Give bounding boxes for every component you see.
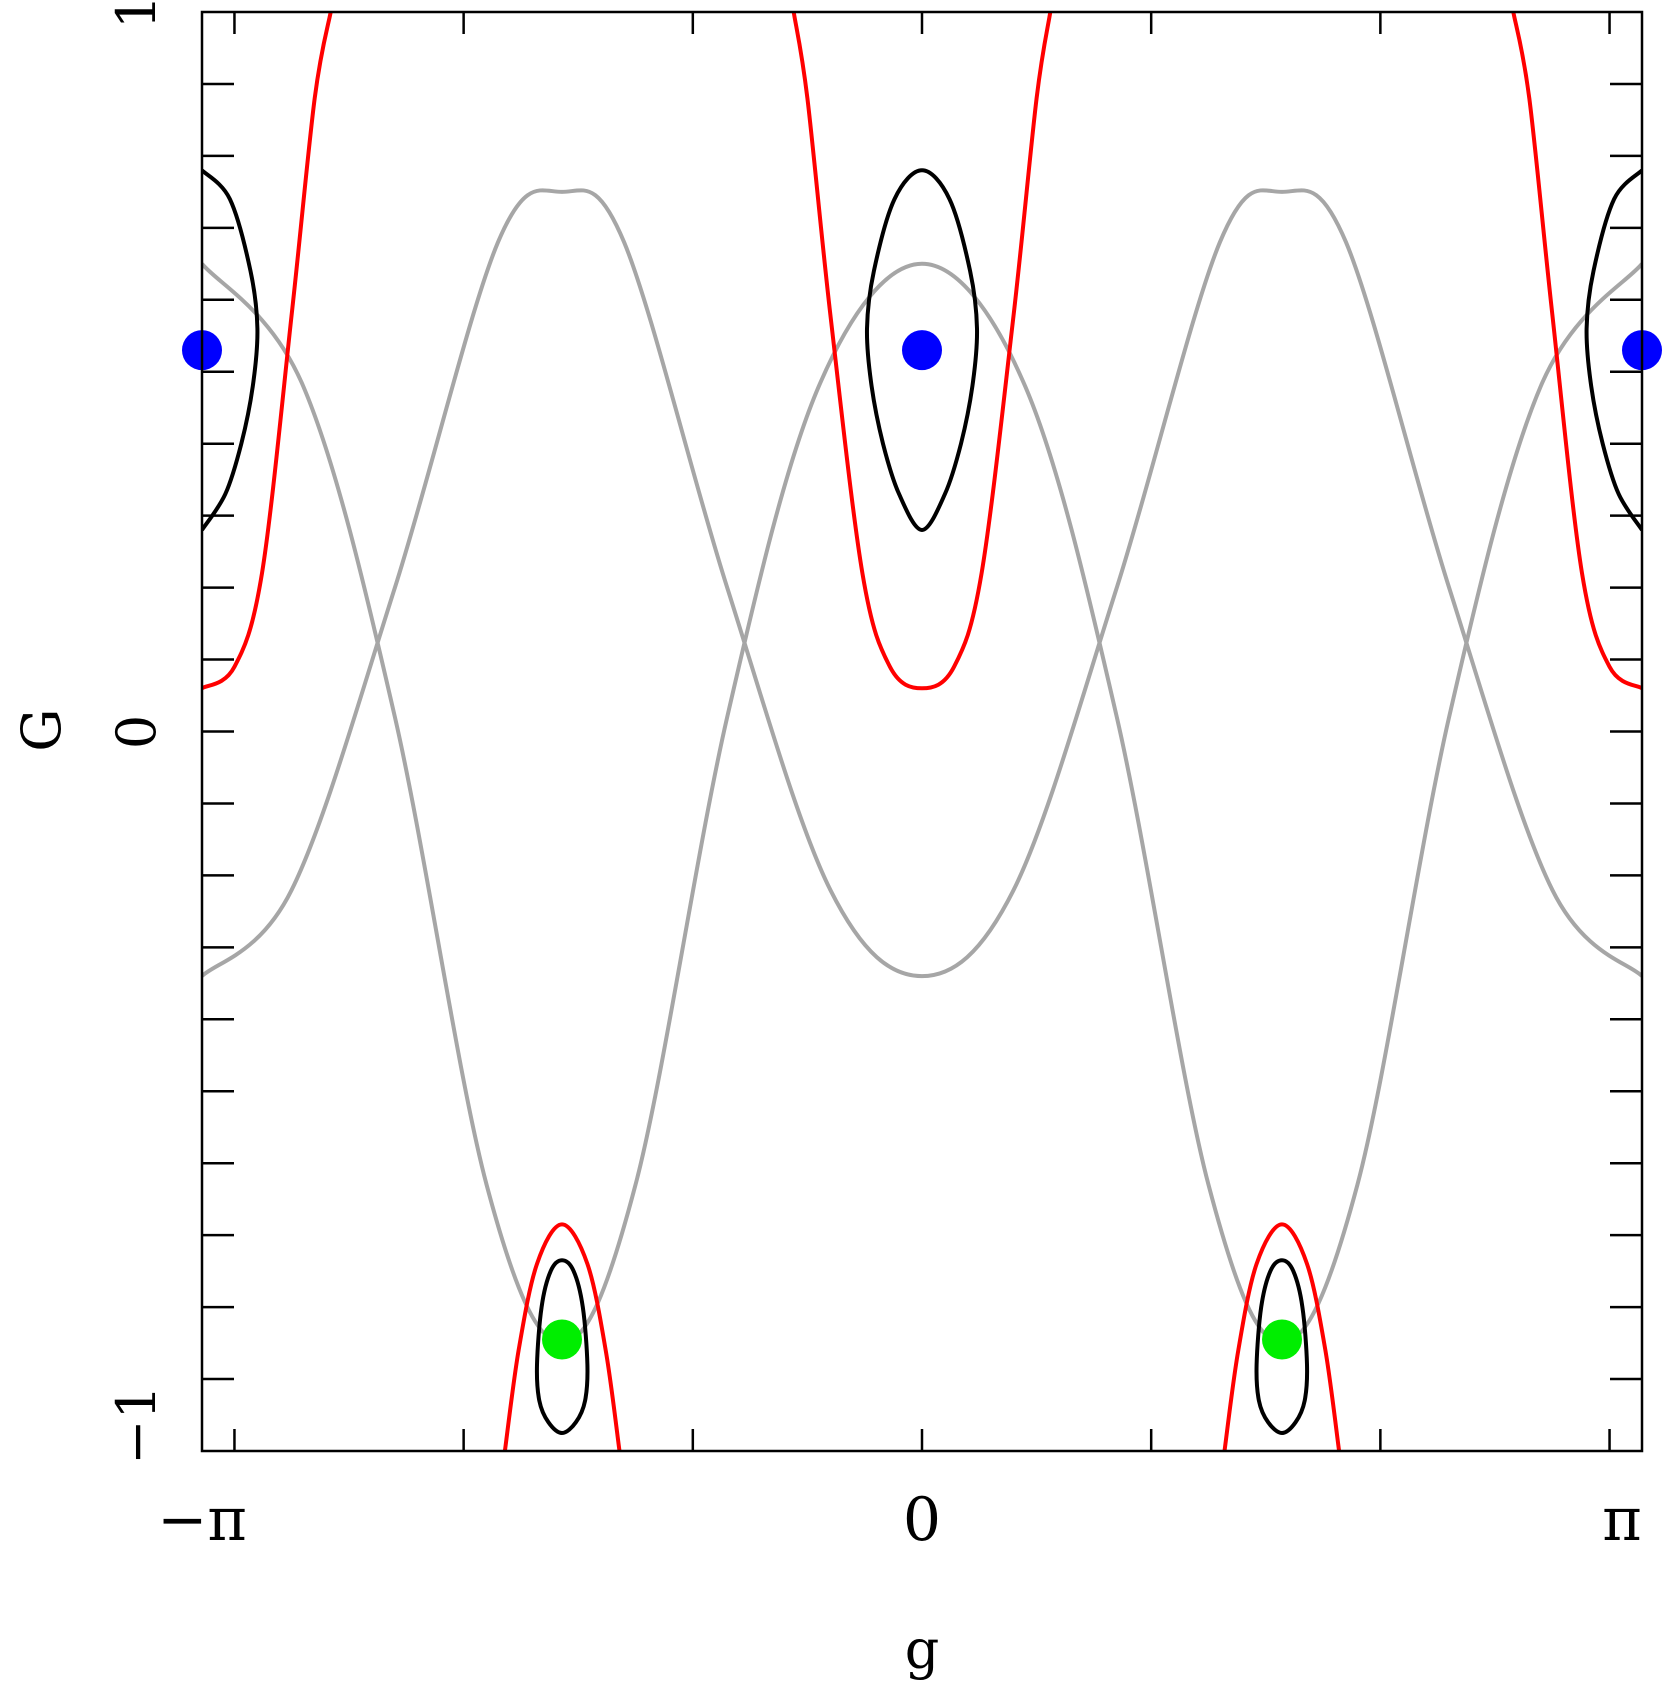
libration-orbit-curve-7 (864, 168, 980, 532)
points-layer (182, 330, 1662, 1360)
y-tick-label-min: −1 (105, 1385, 168, 1465)
plot-frame (200, 10, 1644, 1453)
libration-orbit-curve-8 (202, 168, 260, 532)
separatrix-curve-2 (202, 12, 333, 691)
x-tick-label-min: −π (157, 1485, 247, 1555)
y-axis-label: G (10, 708, 73, 751)
libration-orbit-curve-10 (534, 1258, 590, 1435)
fixed-point-marker-1 (902, 330, 942, 371)
separatrix-curve-6 (1222, 1222, 1342, 1451)
y-tick-label-zero: 0 (105, 715, 168, 749)
libration-orbit-curve-11 (1254, 1258, 1310, 1435)
x-axis-label: g (905, 1618, 940, 1681)
ticks-layer (202, 12, 1642, 1451)
circulation-orbit-curve-1 (202, 188, 1642, 979)
libration-orbit-curve-9 (1584, 168, 1642, 532)
fixed-point-marker-4 (1262, 1319, 1303, 1360)
separatrix-curve-3 (791, 12, 1053, 691)
x-tick-label-zero: 0 (903, 1485, 941, 1555)
separatrix-curve-4 (1511, 12, 1642, 691)
x-tick-label-max: π (1602, 1485, 1641, 1555)
circulation-orbit-curve-0 (202, 261, 1642, 1346)
separatrix-curve-5 (502, 1222, 622, 1451)
fixed-point-marker-3 (541, 1319, 582, 1360)
curves-layer (202, 12, 1642, 1451)
y-tick-label-max: 1 (105, 0, 168, 29)
